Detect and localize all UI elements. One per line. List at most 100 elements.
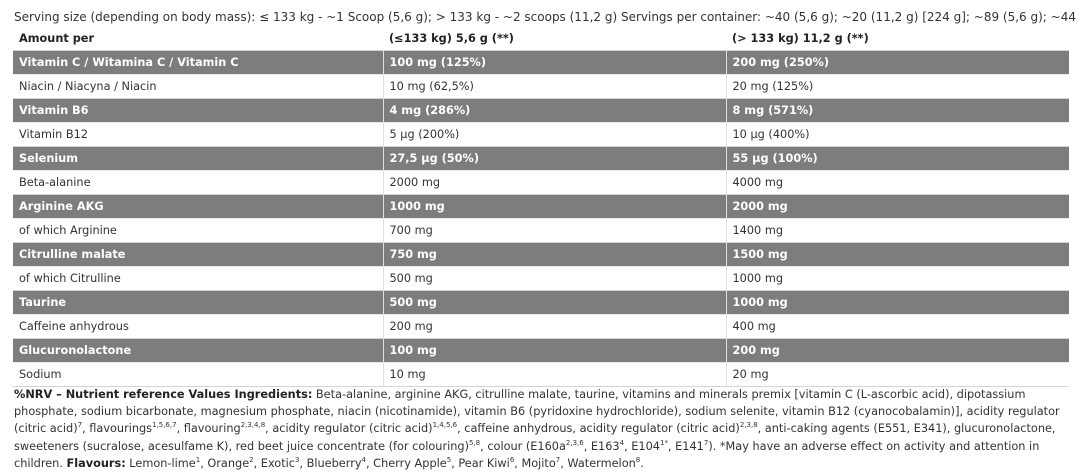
table-header-row: Amount per (≤133 kg) 5,6 g (**) (> 133 k… (13, 27, 1069, 51)
ingredients-text: , E141 (667, 439, 704, 453)
double-dose-value: 20 mg (725, 362, 1069, 387)
footnote-ref: 1* (659, 438, 668, 447)
single-dose-value: 500 mg (382, 290, 726, 315)
double-dose-value: 8 mg (571%) (725, 98, 1069, 123)
ingredients-end: . (640, 456, 644, 470)
ingredients-text: , E163 (583, 439, 620, 453)
nutrient-name: Arginine AKG (13, 194, 383, 219)
table-row: Beta-alanine 2000 mg 4000 mg (13, 170, 1069, 195)
flavour-name: , Cherry Apple (366, 456, 447, 470)
ingredients-text: , flavouring (176, 422, 241, 436)
footnote-ref: 7 (555, 455, 561, 464)
nutrient-name: Glucuronolactone (13, 338, 383, 363)
flavour-name: , Watermelon (560, 456, 636, 470)
single-dose-value: 750 mg (382, 242, 726, 267)
double-dose-value: 1500 mg (725, 242, 1069, 267)
footnote-ref: 4 (361, 455, 366, 464)
table-row: of which Arginine 700 mg 1400 mg (13, 218, 1069, 243)
table-body: Vitamin C / Witamina C / Vitamin C 100 mg… (13, 50, 1069, 387)
header-single-dose: (≤133 kg) 5,6 g (**) (383, 27, 726, 51)
footnote-ref: 3 (294, 455, 300, 464)
nutrient-name: Selenium (13, 146, 383, 171)
double-dose-value: 10 µg (400%) (725, 122, 1069, 147)
table-row: of which Citrulline 500 mg 1000 mg (13, 266, 1069, 291)
footnote-ref: 2,3,8 (739, 421, 758, 430)
footnote-ref: 1 (195, 455, 201, 464)
nutrient-name: Vitamin B12 (13, 122, 383, 147)
footnote-ref: 2 (249, 455, 254, 464)
ingredients-text: , anti-caking agents (E551, E341), glucu… (14, 422, 1056, 453)
footnote-ref: 8 (635, 455, 641, 464)
serving-size-line: Serving size (depending on body mass): ≤… (14, 10, 1076, 24)
footnote-ref: 1,4,5,6 (432, 421, 458, 430)
double-dose-value: 1000 mg (725, 266, 1069, 291)
single-dose-value: 700 mg (382, 218, 726, 243)
footnote-ref: 7 (703, 438, 709, 447)
nutrient-name: of which Citrulline (13, 266, 383, 291)
nutrient-name: Vitamin C / Witamina C / Vitamin C (13, 50, 383, 75)
footnote-ref: 2,3,4,8 (240, 421, 266, 430)
footnote-ref: 1,5,6,7 (152, 421, 177, 430)
nutrient-name: Niacin / Niacyna / Niacin (13, 74, 383, 99)
single-dose-value: 5 µg (200%) (382, 122, 726, 147)
flavour-name: , Pear Kiwi (451, 456, 510, 470)
double-dose-value: 2000 mg (725, 194, 1069, 219)
double-dose-value: 55 µg (100%) (725, 146, 1069, 171)
table-row: Niacin / Niacyna / Niacin 10 mg (62,5%) 20… (13, 74, 1069, 99)
single-dose-value: 500 mg (382, 266, 726, 291)
nutrient-name: Beta-alanine (13, 170, 383, 195)
footnote-ref: 7 (77, 421, 83, 430)
footnote-ref: 5,8 (469, 438, 481, 447)
ingredients-text: , acidity regulator (citric acid) (265, 422, 433, 436)
table-row: Citrulline malate 750 mg 1500 mg (13, 242, 1069, 267)
nutrient-name: Citrulline malate (13, 242, 383, 267)
single-dose-value: 10 mg (382, 362, 726, 387)
double-dose-value: 4000 mg (725, 170, 1069, 195)
ingredients-paragraph: %NRV – Nutrient reference Values Ingredi… (14, 386, 1074, 472)
single-dose-value: 100 mg (125%) (382, 50, 726, 75)
ingredients-text: , flavourings (82, 422, 153, 436)
double-dose-value: 400 mg (725, 314, 1069, 339)
nutrient-name: Caffeine anhydrous (13, 314, 383, 339)
nutrient-name: Taurine (13, 290, 383, 315)
single-dose-value: 27,5 µg (50%) (382, 146, 726, 171)
single-dose-value: 4 mg (286%) (382, 98, 726, 123)
ingredients-text: ). *May have an adverse effect on activi… (14, 439, 1040, 470)
ingredients-heading: %NRV – Nutrient reference Values Ingredi… (14, 388, 313, 401)
double-dose-value: 200 mg (250%) (725, 50, 1069, 75)
double-dose-value: 20 mg (125%) (725, 74, 1069, 99)
table-row: Taurine 500 mg 1000 mg (13, 290, 1069, 315)
table-row: Arginine AKG 1000 mg 2000 mg (13, 194, 1069, 219)
single-dose-value: 2000 mg (382, 170, 726, 195)
footnote-ref: 2,3,6 (565, 438, 584, 447)
single-dose-value: 1000 mg (382, 194, 726, 219)
table-row: Selenium 27,5 µg (50%) 55 µg (100%) (13, 146, 1069, 171)
table-row: Vitamin B6 4 mg (286%) 8 mg (571%) (13, 98, 1069, 123)
single-dose-value: 10 mg (62,5%) (382, 74, 726, 99)
ingredients-text: , caffeine anhydrous, acidity regulator … (457, 422, 740, 436)
single-dose-value: 100 mg (382, 338, 726, 363)
nutrient-name: Vitamin B6 (13, 98, 383, 123)
flavour-name: Lemon-lime (125, 456, 196, 470)
flavour-name: , Orange (200, 456, 250, 470)
flavours-list: Lemon-lime1, Orange2, Exotic3, Blueberry… (125, 455, 641, 470)
flavours-label: Flavours: (66, 456, 126, 470)
table-row: Vitamin C / Witamina C / Vitamin C 100 mg… (13, 50, 1069, 75)
footnote-ref: 5 (446, 455, 452, 464)
ingredients-text: , colour (E160a (480, 439, 566, 453)
nutrient-name: of which Arginine (13, 218, 383, 243)
flavour-name: , Mojito (514, 456, 556, 470)
table-row: Vitamin B12 5 µg (200%) 10 µg (400%) (13, 122, 1069, 147)
double-dose-value: 1400 mg (725, 218, 1069, 243)
nutrition-table: Amount per (≤133 kg) 5,6 g (**) (> 133 k… (13, 27, 1069, 387)
header-double-dose: (> 133 kg) 11,2 g (**) (726, 27, 1069, 51)
header-amount-per: Amount per (13, 27, 383, 51)
footnote-ref: 4 (619, 438, 625, 447)
table-row: Sodium 10 mg 20 mg (13, 362, 1069, 387)
footnote-ref: 6 (509, 455, 515, 464)
ingredients-text: , E104 (624, 439, 660, 453)
single-dose-value: 200 mg (382, 314, 726, 339)
table-row: Caffeine anhydrous 200 mg 400 mg (13, 314, 1069, 339)
flavour-name: , Blueberry (299, 456, 362, 470)
